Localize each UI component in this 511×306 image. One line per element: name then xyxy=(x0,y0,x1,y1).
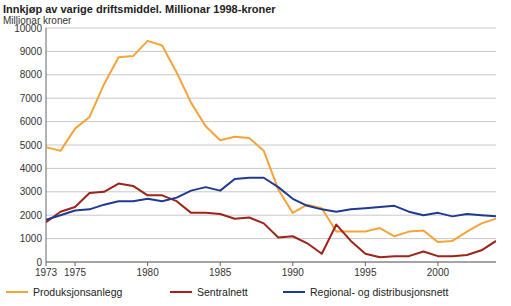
y-tick-label: 6000 xyxy=(20,116,43,127)
grid-line xyxy=(46,121,496,122)
x-tick-label: 1990 xyxy=(282,267,305,278)
x-tick xyxy=(220,262,221,266)
series-line xyxy=(46,41,496,242)
x-tick xyxy=(292,262,293,266)
legend-swatch xyxy=(6,291,28,293)
x-tick-label: 1975 xyxy=(64,267,87,278)
y-tick-label: 9000 xyxy=(20,46,43,57)
y-tick-label: 5000 xyxy=(20,140,43,151)
y-tick-label: 10000 xyxy=(14,23,42,34)
x-tick-label: 2000 xyxy=(427,267,450,278)
grid-line xyxy=(46,238,496,239)
x-tick xyxy=(147,262,148,266)
y-tick-label: 4000 xyxy=(20,163,43,174)
title: Innkjøp av varige driftsmiddel. Milliona… xyxy=(3,3,276,15)
y-tick-label: 2000 xyxy=(20,210,43,221)
grid-line xyxy=(46,51,496,52)
legend-swatch xyxy=(283,291,305,293)
grid-line xyxy=(46,98,496,99)
y-tick-label: 1000 xyxy=(20,233,43,244)
plot-area xyxy=(46,41,496,257)
y-tick-label: 7000 xyxy=(20,93,43,104)
x-axis xyxy=(46,262,496,263)
x-tick-label: 1995 xyxy=(354,267,377,278)
x-tick xyxy=(46,262,47,266)
x-tick xyxy=(75,262,76,266)
x-tick-label: 1973 xyxy=(35,267,58,278)
grid-line xyxy=(46,191,496,192)
grid-line xyxy=(46,28,496,29)
legend-label: Regional- og distribusjonsnett xyxy=(310,286,448,298)
legend-label: Produksjonsanlegg xyxy=(33,286,122,298)
x-tick-label: 1980 xyxy=(136,267,159,278)
y-axis xyxy=(46,28,47,262)
series-line xyxy=(46,184,496,258)
x-tick xyxy=(365,262,366,266)
grid-line xyxy=(46,262,496,263)
y-tick-label: 8000 xyxy=(20,69,43,80)
chart: Innkjøp av varige driftsmiddel. Milliona… xyxy=(0,0,511,306)
legend-label: Sentralnett xyxy=(197,286,248,298)
grid-line xyxy=(46,74,496,75)
x-tick-label: 1985 xyxy=(209,267,232,278)
legend-swatch xyxy=(170,291,192,293)
y-tick-label: 0 xyxy=(36,257,42,268)
y-tick-label: 3000 xyxy=(20,186,43,197)
grid-line xyxy=(46,145,496,146)
x-tick xyxy=(437,262,438,266)
series-line xyxy=(46,178,496,220)
